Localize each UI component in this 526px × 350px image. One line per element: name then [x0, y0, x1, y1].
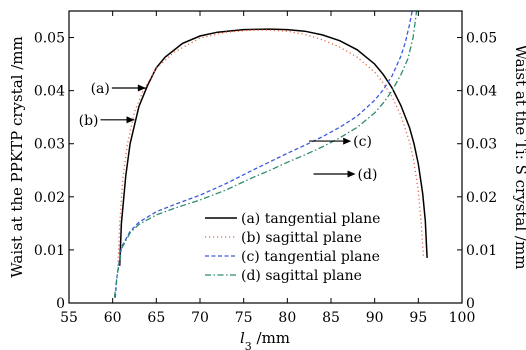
annotation-label-c: (c)	[353, 134, 372, 150]
x-tick-label: 60	[104, 310, 122, 326]
legend-label: (a) tangential plane	[241, 211, 380, 227]
y-tick-label-right: 0	[466, 296, 475, 312]
series-line-c	[114, 10, 413, 298]
x-tick-label: 100	[449, 310, 476, 326]
axis-ticks: 55 60 65 70 75 80 85 90 95 10000.010.020.030.040.…	[34, 11, 497, 326]
y-tick-label-right: 0.02	[466, 190, 497, 206]
annotation-arrowhead	[347, 170, 356, 178]
y-axis-label-left: Waist at the PPKTP crystal /mm	[8, 36, 26, 277]
x-tick-label: 70	[191, 310, 209, 326]
y-tick-label-right: 0.01	[466, 243, 497, 259]
y-tick-label-left: 0.02	[34, 190, 65, 206]
plot-lines	[113, 10, 428, 298]
x-axis-label-unit: /mm	[252, 329, 290, 347]
series-line-d	[113, 10, 418, 298]
x-tick-label: 85	[322, 310, 340, 326]
x-axis-label-main: l	[240, 329, 245, 347]
legend-label: (d) sagittal plane	[241, 268, 362, 284]
x-axis-label-sub: 3	[245, 340, 252, 350]
x-tick-label: 80	[278, 310, 296, 326]
annotation-label-a: (a)	[91, 81, 110, 97]
x-tick-label: 65	[147, 310, 165, 326]
plot-frame	[68, 10, 463, 304]
annotations: (a) (b) (c) (d)	[79, 81, 378, 183]
y-tick-label-left: 0.03	[34, 137, 65, 153]
y-tick-label-right: 0.05	[466, 31, 497, 47]
y-tick-label-left: 0.04	[34, 84, 65, 100]
y-tick-label-left: 0.05	[34, 31, 65, 47]
y-tick-label-right: 0.03	[466, 137, 497, 153]
y-tick-label-left: 0	[56, 296, 65, 312]
x-tick-label: 55	[60, 310, 78, 326]
x-tick-label: 95	[409, 310, 427, 326]
x-tick-label: 90	[366, 310, 384, 326]
annotation-label-d: (d)	[358, 167, 378, 183]
y-axis-label-right: Waist at the Ti: S crystal /mm	[512, 45, 526, 270]
annotation-arrowhead	[343, 137, 352, 145]
x-axis-label: l3 /mm	[240, 329, 290, 350]
legend: (a) tangential plane (b) sagittal plane (c…	[205, 211, 380, 284]
series-line-a	[118, 28, 428, 266]
legend-label: (c) tangential plane	[241, 249, 380, 265]
y-tick-label-left: 0.01	[34, 243, 65, 259]
y-tick-label-right: 0.04	[466, 84, 497, 100]
annotation-label-b: (b)	[79, 113, 99, 129]
legend-label: (b) sagittal plane	[241, 230, 362, 246]
annotation-arrowhead	[126, 116, 135, 124]
x-tick-label: 75	[235, 310, 253, 326]
annotation-arrowhead	[137, 84, 146, 92]
